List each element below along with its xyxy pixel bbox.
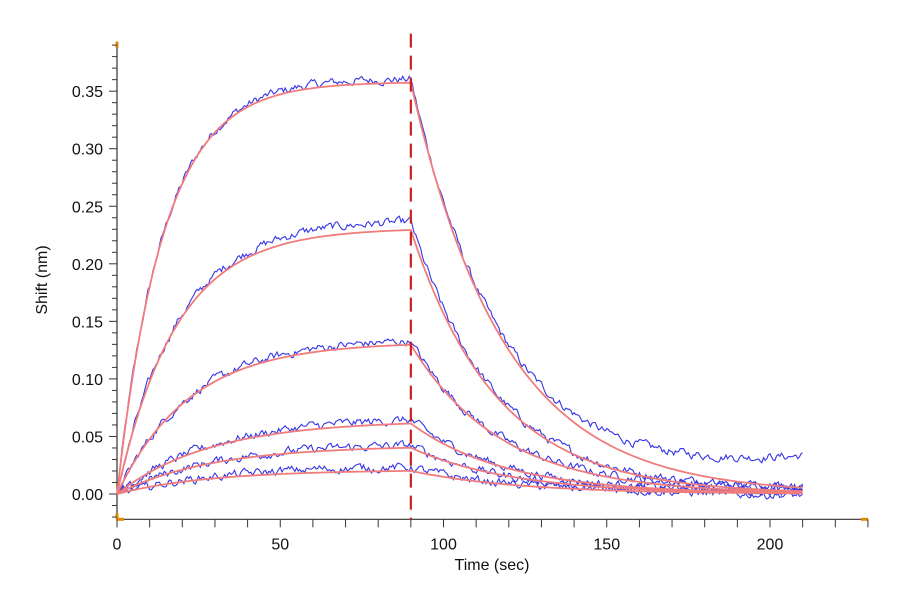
- x-tick-label: 50: [271, 536, 289, 553]
- fit-series-group: [116, 81, 803, 495]
- data-line-curve-1: [116, 75, 803, 495]
- y-tick-label: 0.00: [72, 487, 103, 504]
- y-tick-label: 0.30: [72, 142, 103, 159]
- fit-line-curve-5: [116, 446, 803, 495]
- y-tick-label: 0.10: [72, 372, 103, 389]
- data-line-curve-3: [116, 338, 804, 495]
- axes: 0 50 100 150 200 0.00 0.05 0.10 0.15 0.20 0.25 0.30…: [72, 41, 869, 553]
- fit-line-curve-1: [116, 81, 803, 495]
- y-tick-label: 0.20: [72, 257, 103, 274]
- x-tick-label: 150: [593, 536, 620, 553]
- data-line-curve-4: [116, 415, 803, 497]
- fit-line-curve-3: [116, 343, 803, 495]
- x-tick-label: 0: [113, 536, 122, 553]
- x-tick-label: 200: [757, 536, 784, 553]
- y-tick-label: 0.05: [72, 429, 103, 446]
- x-axis-title: Time (sec): [455, 557, 530, 574]
- fit-line-curve-6: [116, 470, 803, 495]
- y-tick-label: 0.25: [72, 199, 103, 216]
- y-axis-title: Shift (nm): [34, 245, 51, 314]
- x-tick-label: 100: [430, 536, 457, 553]
- y-tick-label: 0.35: [72, 84, 103, 101]
- y-tick-label: 0.15: [72, 314, 103, 331]
- fit-line-curve-2: [116, 229, 803, 495]
- data-series-group: [116, 75, 804, 500]
